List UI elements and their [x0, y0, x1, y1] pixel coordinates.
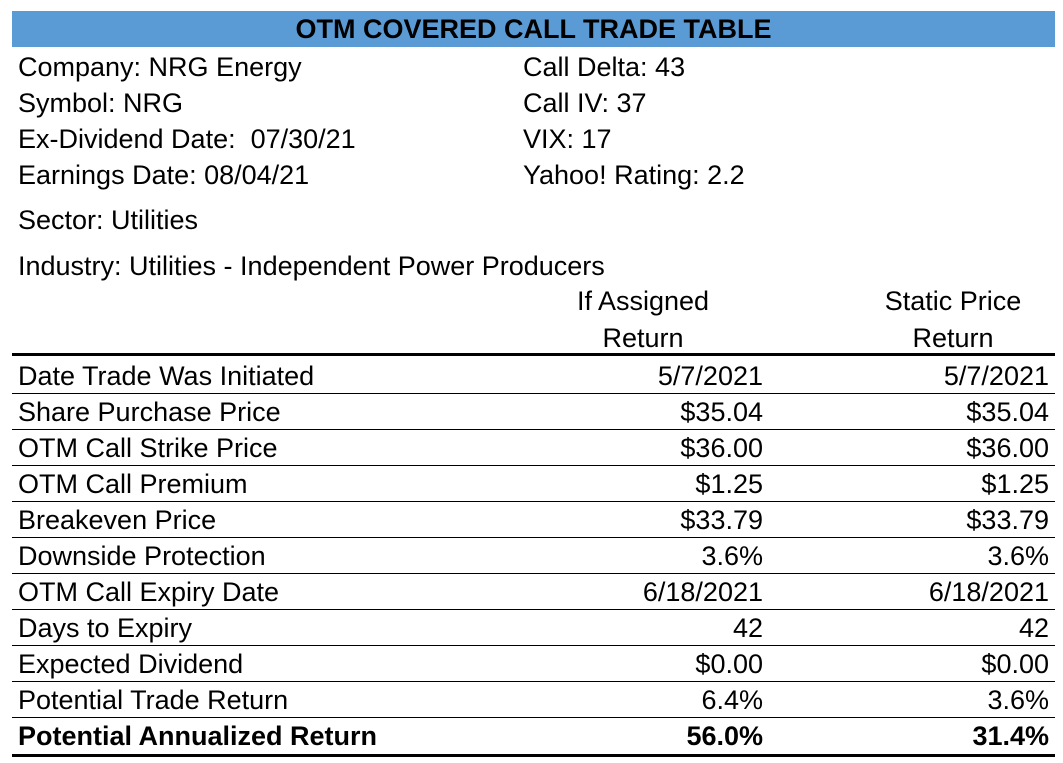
industry-info: Industry: Utilities - Independent Power … — [18, 251, 605, 281]
row-divider — [12, 681, 1055, 682]
sector-info: Sector: Utilities — [18, 205, 199, 235]
table-bottom-border — [12, 754, 1055, 757]
if-assigned-value: $35.04 — [680, 397, 763, 427]
row-label: Date Trade Was Initiated — [18, 361, 315, 391]
column-header-assigned-line1: If Assigned — [576, 286, 710, 316]
if-assigned-value: $1.25 — [695, 469, 763, 499]
row-divider — [12, 537, 1055, 538]
header-divider — [12, 353, 1055, 356]
if-assigned-value: 5/7/2021 — [657, 361, 763, 391]
company-info: Company: NRG Energy — [18, 52, 302, 82]
if-assigned-value: $0.00 — [695, 649, 763, 679]
static-price-value: $0.00 — [981, 649, 1049, 679]
column-header-static-line1: Static Price — [884, 286, 1022, 316]
vix-info: VIX: 17 — [523, 124, 612, 154]
row-label: Downside Protection — [18, 541, 266, 571]
column-header-static: Static Price Return — [843, 283, 1063, 357]
row-divider — [12, 393, 1055, 394]
static-price-value: 31.4% — [972, 721, 1049, 751]
if-assigned-value: 6.4% — [701, 685, 763, 715]
yahoo-rating-info: Yahoo! Rating: 2.2 — [523, 160, 745, 190]
static-price-value: 5/7/2021 — [943, 361, 1049, 391]
row-divider — [12, 645, 1055, 646]
if-assigned-value: $33.79 — [680, 505, 763, 535]
static-price-value: 6/18/2021 — [928, 577, 1049, 607]
static-price-value: 42 — [1018, 613, 1049, 643]
row-label: Breakeven Price — [18, 505, 217, 535]
row-label: OTM Call Premium — [18, 469, 248, 499]
table-row: OTM Call Expiry Date 6/18/2021 6/18/2021 — [12, 574, 1055, 610]
row-label: OTM Call Strike Price — [18, 433, 278, 463]
table-row: Potential Trade Return 6.4% 3.6% — [12, 682, 1055, 718]
if-assigned-value: 3.6% — [701, 541, 763, 571]
static-price-value: $36.00 — [966, 433, 1049, 463]
if-assigned-value: $36.00 — [680, 433, 763, 463]
row-divider — [12, 609, 1055, 610]
table-row: Date Trade Was Initiated 5/7/2021 5/7/2021 — [12, 358, 1055, 394]
static-price-value: $35.04 — [966, 397, 1049, 427]
table-row: Potential Annualized Return 56.0% 31.4% — [12, 718, 1055, 754]
if-assigned-value: 56.0% — [686, 721, 763, 751]
row-label: Days to Expiry — [18, 613, 193, 643]
row-label: Share Purchase Price — [18, 397, 281, 427]
table-row: Share Purchase Price $35.04 $35.04 — [12, 394, 1055, 430]
static-price-value: $33.79 — [966, 505, 1049, 535]
static-price-value: $1.25 — [981, 469, 1049, 499]
column-header-assigned-line2: Return — [602, 323, 684, 353]
table-title: OTM COVERED CALL TRADE TABLE — [12, 11, 1055, 47]
table-row: Expected Dividend $0.00 $0.00 — [12, 646, 1055, 682]
row-divider — [12, 429, 1055, 430]
if-assigned-value: 6/18/2021 — [642, 577, 763, 607]
symbol-info: Symbol: NRG — [18, 88, 184, 118]
table-row: Downside Protection 3.6% 3.6% — [12, 538, 1055, 574]
static-price-value: 3.6% — [987, 541, 1049, 571]
if-assigned-value: 42 — [732, 613, 763, 643]
call-iv-info: Call IV: 37 — [523, 88, 647, 118]
table-row: OTM Call Premium $1.25 $1.25 — [12, 466, 1055, 502]
column-header-static-line2: Return — [912, 323, 994, 353]
table-row: Breakeven Price $33.79 $33.79 — [12, 502, 1055, 538]
row-label: OTM Call Expiry Date — [18, 577, 280, 607]
row-label: Expected Dividend — [18, 649, 244, 679]
row-divider — [12, 465, 1055, 466]
earnings-info: Earnings Date: 08/04/21 — [18, 160, 310, 190]
static-price-value: 3.6% — [987, 685, 1049, 715]
table-row: OTM Call Strike Price $36.00 $36.00 — [12, 430, 1055, 466]
row-divider — [12, 573, 1055, 574]
ex-dividend-info: Ex-Dividend Date: 07/30/21 — [18, 124, 356, 154]
row-label: Potential Annualized Return — [18, 721, 378, 751]
row-divider — [12, 717, 1055, 718]
column-header-assigned: If Assigned Return — [543, 283, 743, 357]
row-label: Potential Trade Return — [18, 685, 289, 715]
row-divider — [12, 501, 1055, 502]
table-row: Days to Expiry 42 42 — [12, 610, 1055, 646]
call-delta-info: Call Delta: 43 — [523, 52, 686, 82]
